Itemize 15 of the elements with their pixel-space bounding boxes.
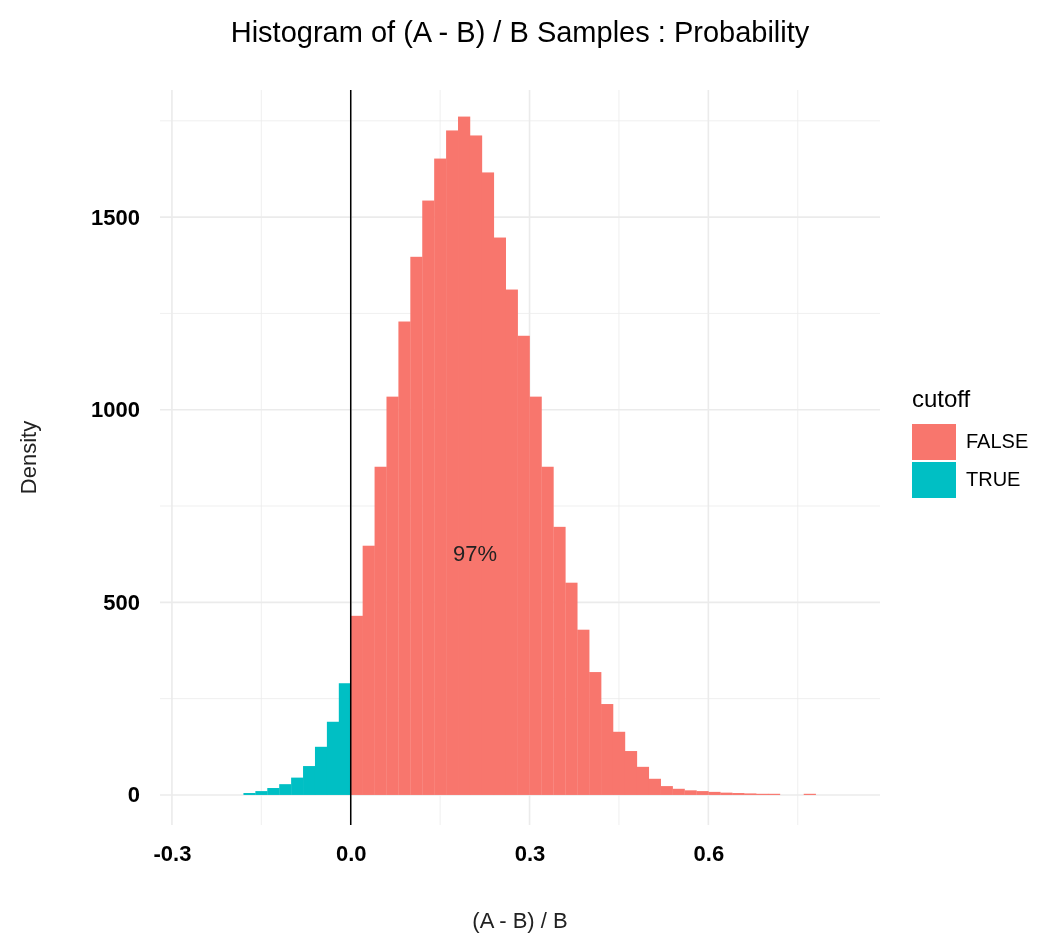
y-axis-title: Density [16, 420, 41, 495]
legend-title: cutoff [912, 385, 971, 412]
legend-label: FALSE [966, 430, 1029, 453]
x-tick-label: 0.0 [335, 840, 367, 866]
x-axis-title: (A - B) / B [472, 908, 568, 933]
x-tick-label: 0.3 [514, 840, 546, 866]
x-tick-label: -0.3 [153, 840, 192, 866]
chart-title: Histogram of (A - B) / B Samples : Probability [230, 16, 810, 48]
y-tick-label: 500 [103, 589, 140, 615]
y-tick-label: 0 [127, 782, 140, 808]
y-tick-label: 1000 [91, 397, 140, 423]
y-tick-label: 1500 [91, 204, 140, 230]
x-tick-label: 0.6 [693, 840, 725, 866]
annotation: 97% [452, 540, 498, 566]
legend-label: TRUE [966, 468, 1021, 491]
